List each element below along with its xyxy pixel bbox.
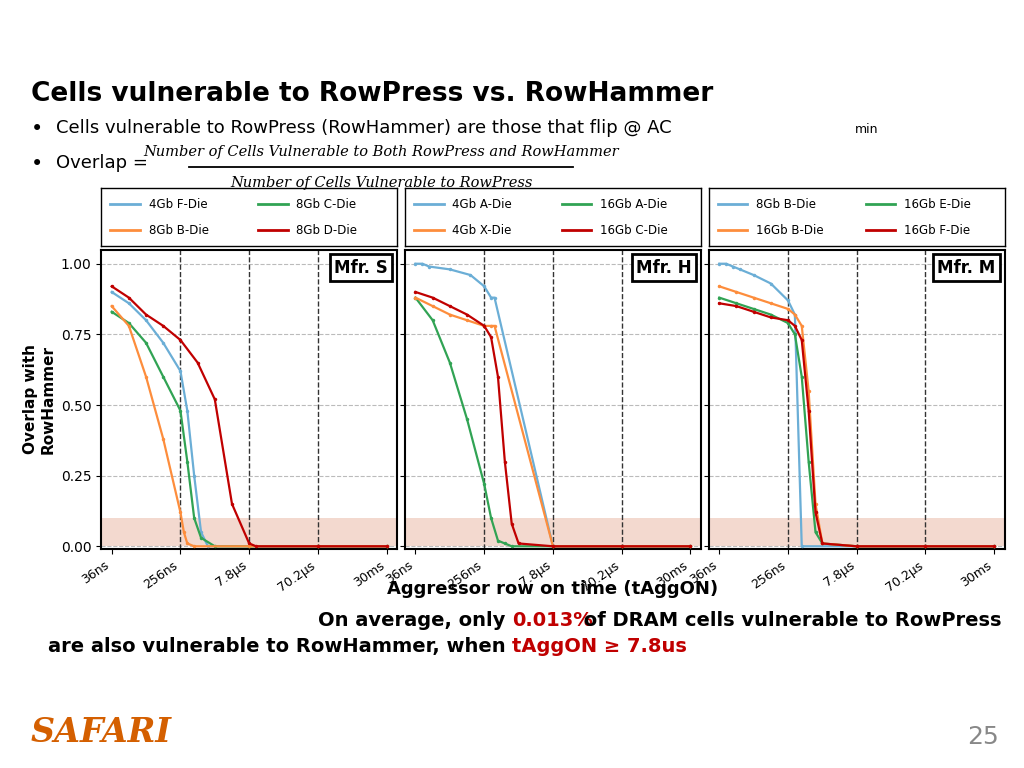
Text: Number of Cells Vulnerable to RowPress: Number of Cells Vulnerable to RowPress xyxy=(230,176,532,190)
Y-axis label: Overlap with
RowHammer: Overlap with RowHammer xyxy=(23,344,55,455)
Text: 16Gb F-Die: 16Gb F-Die xyxy=(904,223,970,237)
Text: 4Gb X-Die: 4Gb X-Die xyxy=(453,223,512,237)
Bar xyxy=(101,518,397,546)
Text: 4Gb A-Die: 4Gb A-Die xyxy=(453,198,512,210)
Text: Difference Between RowPress and RowHammer (I): Difference Between RowPress and RowHamme… xyxy=(16,18,849,47)
Text: Overlap =: Overlap = xyxy=(56,154,154,171)
Text: Number of Cells Vulnerable to Both RowPress and RowHammer: Number of Cells Vulnerable to Both RowPr… xyxy=(143,145,620,159)
Text: 16Gb C-Die: 16Gb C-Die xyxy=(600,223,668,237)
Text: Cells vulnerable to RowPress vs. RowHammer: Cells vulnerable to RowPress vs. RowHamm… xyxy=(31,81,713,107)
Text: On average, only: On average, only xyxy=(317,611,512,630)
Text: 8Gb C-Die: 8Gb C-Die xyxy=(297,198,356,210)
Text: Cells vulnerable to RowPress (RowHammer) are those that flip @ AC: Cells vulnerable to RowPress (RowHammer)… xyxy=(56,119,672,137)
Text: SAFARI: SAFARI xyxy=(31,716,172,749)
Text: 16Gb B-Die: 16Gb B-Die xyxy=(757,223,824,237)
Text: Mfr. H: Mfr. H xyxy=(636,259,692,276)
Text: Mfr. S: Mfr. S xyxy=(335,259,388,276)
Bar xyxy=(709,518,1005,546)
Text: 0.013%: 0.013% xyxy=(512,611,593,630)
Text: Aggressor row on time (tAggON): Aggressor row on time (tAggON) xyxy=(387,580,719,598)
Text: of DRAM cells vulnerable to RowPress: of DRAM cells vulnerable to RowPress xyxy=(577,611,1001,630)
Text: 16Gb A-Die: 16Gb A-Die xyxy=(600,198,668,210)
Text: Mfr. M: Mfr. M xyxy=(937,259,995,276)
Text: •: • xyxy=(31,154,43,174)
Text: are also vulnerable to RowHammer, when: are also vulnerable to RowHammer, when xyxy=(48,637,512,657)
Text: 8Gb B-Die: 8Gb B-Die xyxy=(148,223,209,237)
Text: 8Gb B-Die: 8Gb B-Die xyxy=(757,198,816,210)
Bar xyxy=(406,518,700,546)
Text: 25: 25 xyxy=(967,725,998,749)
Text: min: min xyxy=(855,123,879,136)
Text: 8Gb D-Die: 8Gb D-Die xyxy=(297,223,357,237)
Text: tAggON ≥ 7.8us: tAggON ≥ 7.8us xyxy=(512,637,687,657)
Text: 4Gb F-Die: 4Gb F-Die xyxy=(148,198,207,210)
Text: 16Gb E-Die: 16Gb E-Die xyxy=(904,198,971,210)
Text: •: • xyxy=(31,119,43,139)
